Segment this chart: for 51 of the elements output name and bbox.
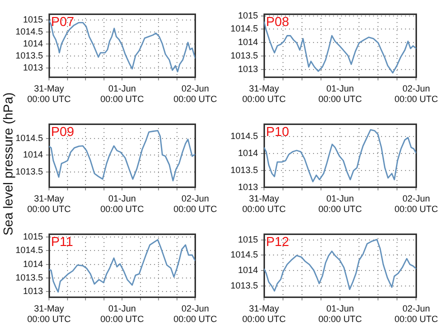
y-tick-label: 1013.5 xyxy=(15,166,43,176)
y-tick-label: 1014.5 xyxy=(230,24,258,34)
y-tick-label: 1013 xyxy=(238,182,258,192)
x-tick-label: 31-May 00:00 UTC xyxy=(242,303,286,324)
x-tick-label: 01-Jun 00:00 UTC xyxy=(318,303,362,324)
x-tick-label: 31-May 00:00 UTC xyxy=(242,83,286,104)
chart-title: P12 xyxy=(266,234,290,250)
y-tick-label: 1014.5 xyxy=(15,133,43,144)
chart-title: P08 xyxy=(266,14,290,30)
y-tick-label: 1013.5 xyxy=(230,280,258,290)
y-tick-label: 1015 xyxy=(22,231,43,242)
y-tick-label: 1014.5 xyxy=(230,250,258,260)
y-tick-label: 1014.5 xyxy=(15,245,43,256)
x-tick-label: 31-May 00:00 UTC xyxy=(242,193,286,214)
y-tick-label: 1013.5 xyxy=(230,50,258,60)
chart-title: P10 xyxy=(266,124,290,140)
y-tick-label: 1014 xyxy=(22,150,43,160)
y-tick-label: 1015 xyxy=(238,10,258,20)
y-tick-label: 1013.5 xyxy=(15,272,43,282)
y-tick-label: 1014 xyxy=(22,258,43,269)
x-tick-label: 31-May 00:00 UTC xyxy=(27,83,72,104)
y-tick-label: 1015 xyxy=(238,234,258,244)
y-tick-label: 1013.5 xyxy=(15,50,43,60)
y-axis-title: Sea level pressure (hPa) xyxy=(0,92,16,236)
y-tick-label: 1013 xyxy=(22,62,43,72)
x-tick-label: 31-May 00:00 UTC xyxy=(27,303,72,324)
x-tick-label: 01-Jun 00:00 UTC xyxy=(100,193,144,214)
y-tick-label: 1014 xyxy=(22,38,43,48)
x-tick-label: 02-Jun 00:00 UTC xyxy=(173,83,218,104)
y-tick-label: 1014 xyxy=(238,37,258,48)
chart-title: P11 xyxy=(51,234,74,250)
y-tick-label: 1014.5 xyxy=(15,26,43,36)
y-tick-label: 1014 xyxy=(238,265,258,276)
y-tick-label: 1014.5 xyxy=(230,131,258,142)
y-tick-label: 1013 xyxy=(238,64,258,74)
chart-title: P09 xyxy=(51,124,74,140)
x-tick-label: 01-Jun 00:00 UTC xyxy=(318,193,362,214)
x-tick-label: 02-Jun 00:00 UTC xyxy=(394,193,438,214)
x-tick-label: 02-Jun 00:00 UTC xyxy=(394,303,438,324)
x-tick-label: 02-Jun 00:00 UTC xyxy=(173,303,218,324)
y-tick-label: 1013.5 xyxy=(230,164,258,175)
x-tick-label: 02-Jun 00:00 UTC xyxy=(394,83,438,104)
y-tick-label: 1014 xyxy=(238,148,258,158)
x-tick-label: 02-Jun 00:00 UTC xyxy=(173,193,218,214)
y-tick-label: 1015 xyxy=(22,14,43,24)
x-tick-label: 01-Jun 00:00 UTC xyxy=(318,83,362,104)
x-tick-label: 01-Jun 00:00 UTC xyxy=(100,83,144,104)
x-tick-label: 31-May 00:00 UTC xyxy=(27,193,72,214)
chart-title: P07 xyxy=(51,14,74,30)
y-tick-label: 1013 xyxy=(22,286,43,296)
x-tick-label: 01-Jun 00:00 UTC xyxy=(100,303,144,324)
